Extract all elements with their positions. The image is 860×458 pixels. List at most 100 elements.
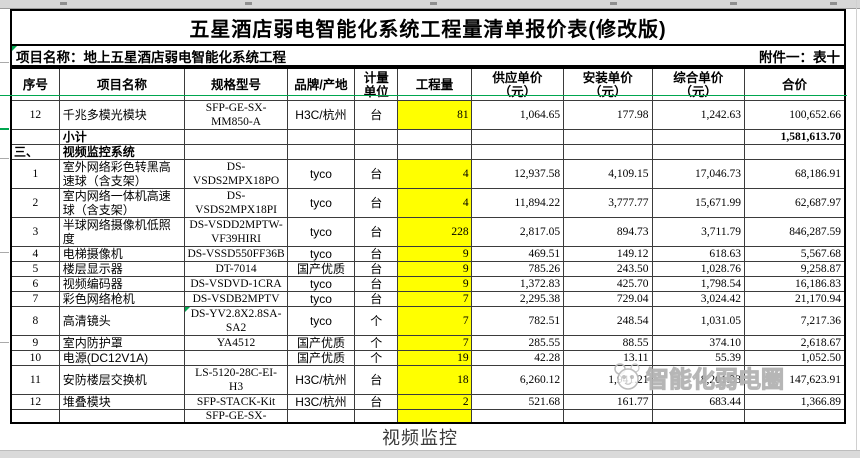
cell-comp[interactable] xyxy=(651,129,745,145)
cell-total[interactable]: 7,217.36 xyxy=(743,306,846,336)
cell-name[interactable] xyxy=(58,409,186,424)
cell-name[interactable]: 千兆多模光模块 xyxy=(58,100,186,130)
cell-qty[interactable] xyxy=(397,129,472,145)
cell-comp[interactable] xyxy=(651,409,745,424)
cell-supply[interactable] xyxy=(470,129,565,145)
cell-spec[interactable] xyxy=(184,129,288,145)
cell-name[interactable]: 彩色网络枪机 xyxy=(58,291,186,307)
cell-spec[interactable] xyxy=(184,144,288,160)
cell-unit[interactable] xyxy=(354,409,399,424)
cell-supply[interactable]: 6,260.12 xyxy=(470,365,565,395)
cell-install[interactable]: 729.04 xyxy=(563,291,653,307)
cell-unit[interactable]: 台 xyxy=(354,276,399,292)
cell-install[interactable]: 13.11 xyxy=(563,350,653,366)
cell-no[interactable]: 1 xyxy=(10,159,60,189)
cell-no[interactable]: 三、 xyxy=(10,144,60,160)
cell-supply[interactable]: 1,064.65 xyxy=(470,100,565,130)
cell-qty[interactable]: 9 xyxy=(397,261,472,277)
cell-total[interactable]: 21,170.94 xyxy=(743,291,846,307)
cell-name[interactable]: 小计 xyxy=(58,129,186,145)
cell-comp[interactable]: 8,201.33 xyxy=(651,365,745,395)
cell-unit[interactable]: 个 xyxy=(354,350,399,366)
cell-no[interactable]: 10 xyxy=(10,350,60,366)
cell-spec[interactable]: SFP-STACK-Kit xyxy=(184,394,288,410)
cell-comp[interactable]: 3,024.42 xyxy=(651,291,745,307)
cell-total[interactable]: 9,258.87 xyxy=(743,261,846,277)
cell-name[interactable]: 安防楼层交换机 xyxy=(58,365,186,395)
cell-unit[interactable]: 台 xyxy=(354,217,399,247)
cell-brand[interactable]: tyco xyxy=(286,217,356,247)
cell-install[interactable] xyxy=(563,129,653,145)
cell-name[interactable]: 高清镜头 xyxy=(58,306,186,336)
cell-install[interactable]: 425.70 xyxy=(563,276,653,292)
cell-supply[interactable] xyxy=(470,409,565,424)
cell-spec[interactable]: DS-VSDB2MPTV xyxy=(184,291,288,307)
cell-no[interactable]: 2 xyxy=(10,188,60,218)
cell-no[interactable]: 6 xyxy=(10,276,60,292)
cell-total[interactable] xyxy=(743,144,846,160)
cell-spec[interactable]: YA4512 xyxy=(184,335,288,351)
cell-install[interactable]: 248.54 xyxy=(563,306,653,336)
cell-spec[interactable]: DS-YV2.8X2.8SA- SA2 xyxy=(184,306,288,336)
cell-install[interactable]: 177.98 xyxy=(563,100,653,130)
cell-spec[interactable]: DS-VSDS2MPX18PO xyxy=(184,159,288,189)
cell-supply[interactable]: 11,894.22 xyxy=(470,188,565,218)
cell-unit[interactable]: 台 xyxy=(354,188,399,218)
cell-unit[interactable]: 台 xyxy=(354,100,399,130)
cell-install[interactable]: 1,941.21 xyxy=(563,365,653,395)
cell-name[interactable]: 电源(DC12V1A) xyxy=(58,350,186,366)
cell-qty[interactable]: 4 xyxy=(397,188,472,218)
cell-name[interactable]: 室外网络彩色转黑高 速球（含支架） xyxy=(58,159,186,189)
cell-unit[interactable] xyxy=(354,129,399,145)
cell-qty[interactable]: 81 xyxy=(397,100,472,130)
cell-brand[interactable]: tyco xyxy=(286,246,356,262)
cell-no[interactable]: 5 xyxy=(10,261,60,277)
cell-spec[interactable]: SFP-GE-SX- MM850-A xyxy=(184,100,288,130)
cell-unit[interactable]: 个 xyxy=(354,306,399,336)
cell-spec[interactable]: DS-VSSD550FF36B xyxy=(184,246,288,262)
cell-qty[interactable]: 228 xyxy=(397,217,472,247)
cell-supply[interactable]: 782.51 xyxy=(470,306,565,336)
cell-brand[interactable] xyxy=(286,409,356,424)
cell-total[interactable]: 5,567.68 xyxy=(743,246,846,262)
cell-supply[interactable]: 285.55 xyxy=(470,335,565,351)
cell-unit[interactable]: 个 xyxy=(354,335,399,351)
cell-qty[interactable]: 4 xyxy=(397,159,472,189)
cell-qty[interactable]: 18 xyxy=(397,365,472,395)
cell-install[interactable]: 243.50 xyxy=(563,261,653,277)
cell-no[interactable]: 3 xyxy=(10,217,60,247)
cell-brand[interactable]: H3C/杭州 xyxy=(286,365,356,395)
cell-no[interactable]: 12 xyxy=(10,394,60,410)
cell-spec[interactable]: DT-7014 xyxy=(184,261,288,277)
cell-spec[interactable]: DS-VSDVD-1CRA xyxy=(184,276,288,292)
cell-comp[interactable]: 55.39 xyxy=(651,350,745,366)
cell-supply[interactable]: 521.68 xyxy=(470,394,565,410)
cell-unit[interactable]: 台 xyxy=(354,159,399,189)
cell-supply[interactable]: 1,372.83 xyxy=(470,276,565,292)
cell-spec[interactable] xyxy=(184,350,288,366)
cell-unit[interactable]: 台 xyxy=(354,365,399,395)
cell-total[interactable] xyxy=(743,409,846,424)
cell-install[interactable]: 4,109.15 xyxy=(563,159,653,189)
cell-brand[interactable]: tyco xyxy=(286,291,356,307)
cell-total[interactable]: 147,623.91 xyxy=(743,365,846,395)
cell-comp[interactable]: 1,798.54 xyxy=(651,276,745,292)
cell-total[interactable]: 1,581,613.70 xyxy=(743,129,846,145)
cell-brand[interactable] xyxy=(286,144,356,160)
cell-name[interactable]: 堆叠模块 xyxy=(58,394,186,410)
cell-name[interactable]: 视频监控系统 xyxy=(58,144,186,160)
cell-brand[interactable]: H3C/杭州 xyxy=(286,100,356,130)
cell-name[interactable]: 半球网络摄像机低照 度 xyxy=(58,217,186,247)
cell-qty[interactable]: 19 xyxy=(397,350,472,366)
cell-install[interactable]: 3,777.77 xyxy=(563,188,653,218)
cell-comp[interactable]: 374.10 xyxy=(651,335,745,351)
cell-total[interactable]: 846,287.59 xyxy=(743,217,846,247)
cell-comp[interactable]: 1,028.76 xyxy=(651,261,745,277)
cell-no[interactable] xyxy=(10,409,60,424)
cell-name[interactable]: 室内网络一体机高速 球（含支架） xyxy=(58,188,186,218)
cell-total[interactable]: 1,052.50 xyxy=(743,350,846,366)
cell-qty[interactable]: 7 xyxy=(397,335,472,351)
cell-total[interactable]: 16,186.83 xyxy=(743,276,846,292)
cell-qty[interactable]: 9 xyxy=(397,276,472,292)
cell-supply[interactable]: 469.51 xyxy=(470,246,565,262)
